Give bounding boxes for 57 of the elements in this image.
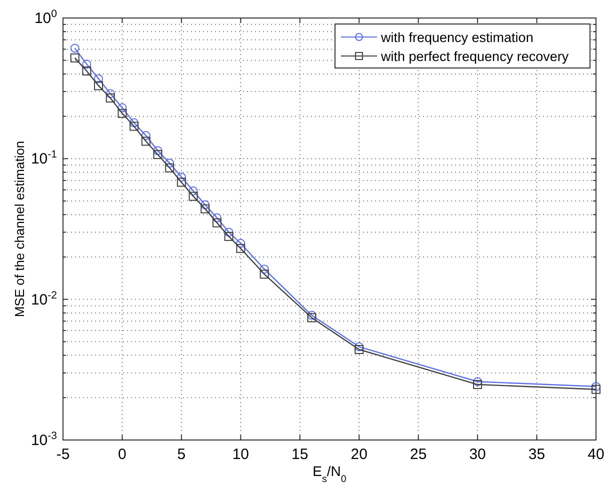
point	[188, 186, 198, 196]
point	[200, 200, 210, 210]
y-tick-label: 10$^{-1}$	[30, 148, 58, 168]
point	[70, 44, 80, 53]
point	[592, 382, 600, 392]
point	[307, 310, 316, 320]
legend-label: with perfect frequency recovery	[380, 49, 569, 64]
y-tick-label: 10$^{-3}$	[30, 430, 58, 449]
point	[94, 81, 104, 90]
point	[153, 146, 162, 156]
point	[188, 192, 198, 201]
legend-label: with frequency estimation	[380, 30, 534, 45]
x-tick-label: 35	[528, 446, 546, 463]
x-tick-label: 40	[588, 446, 604, 463]
y-tick-label: 10$^{-2}$	[30, 289, 58, 308]
point	[82, 60, 92, 69]
x-tick-label: 30	[469, 446, 486, 463]
point	[176, 172, 186, 182]
point	[236, 244, 246, 253]
y-axis-title: MSE of the channel estimation	[12, 140, 27, 318]
point	[130, 118, 139, 128]
point	[224, 228, 234, 237]
point	[224, 232, 234, 241]
point	[106, 93, 115, 102]
point	[141, 131, 150, 140]
x-tick-label: 15	[292, 446, 308, 463]
point	[307, 313, 316, 322]
point	[473, 380, 482, 390]
point	[592, 384, 600, 394]
point	[141, 136, 150, 146]
point	[176, 178, 186, 187]
x-tick-label: 10	[232, 446, 250, 463]
point	[260, 270, 269, 279]
point	[260, 264, 269, 274]
point	[473, 377, 482, 386]
x-tick-label: 20	[350, 446, 368, 463]
point	[118, 103, 127, 112]
point	[106, 89, 115, 98]
point	[165, 163, 174, 172]
point	[165, 158, 174, 168]
x-tick-label: 25	[410, 446, 427, 463]
point	[130, 122, 139, 131]
x-tick-label: 0	[118, 446, 126, 463]
point	[200, 204, 210, 214]
point	[70, 53, 80, 62]
x-tick-label: 5	[177, 446, 186, 463]
y-tick-label: 10$^{0}$	[34, 8, 58, 27]
point	[153, 150, 162, 160]
point	[354, 344, 364, 354]
point	[94, 74, 104, 84]
point	[212, 218, 222, 228]
x-tick-label: -5	[56, 446, 70, 463]
point	[82, 66, 92, 76]
point	[118, 108, 127, 118]
point	[354, 342, 364, 352]
x-axis-title: E$_{s}$/N$_{0}$	[312, 463, 347, 484]
point	[212, 213, 222, 222]
